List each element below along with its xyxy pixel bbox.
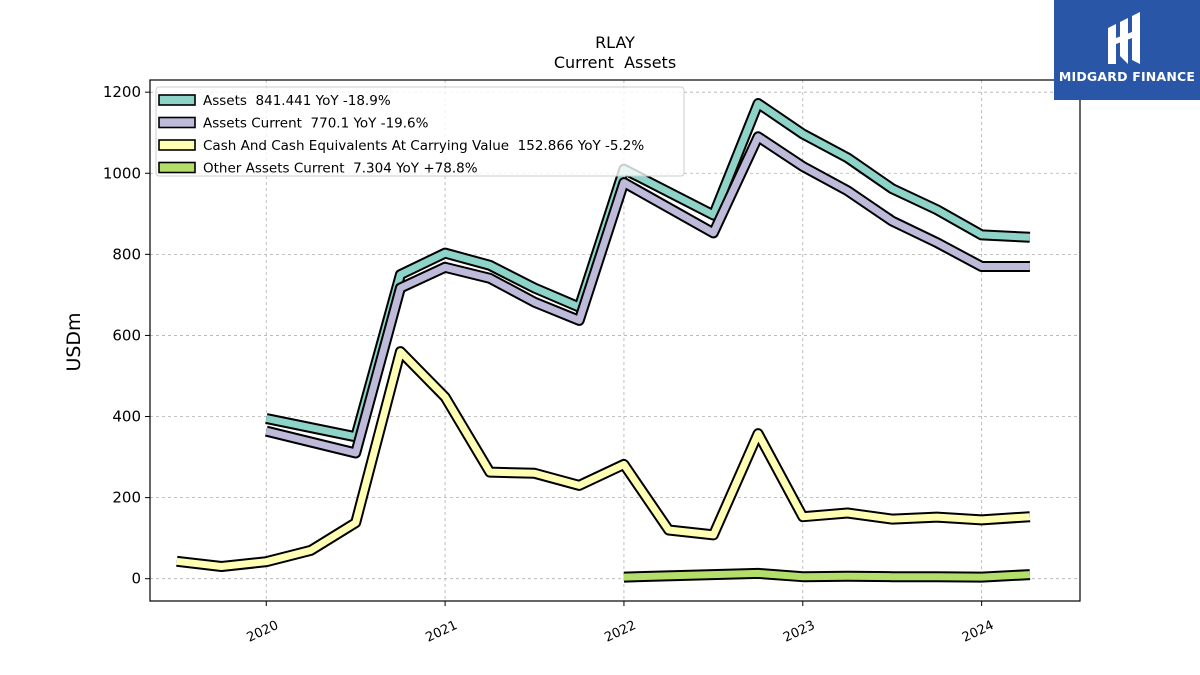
x-tick-label: 2020 [245, 618, 281, 646]
y-tick-label: 0 [131, 570, 141, 588]
y-tick-label: 1000 [103, 164, 141, 182]
chart-subtitle: Current Assets [554, 53, 676, 72]
legend-entry-label: Cash And Cash Equivalents At Carrying Va… [203, 138, 644, 154]
x-tick-label: 2022 [602, 618, 638, 646]
plot-frame [149, 79, 1081, 602]
series-line-outline [176, 346, 1031, 572]
y-tick-label: 400 [112, 408, 141, 426]
brand-name: MIDGARD FINANCE [1058, 69, 1196, 84]
series-2 [176, 346, 1031, 572]
y-tick-label: 200 [112, 489, 141, 507]
y-tick-label: 600 [112, 326, 141, 344]
x-tick-label: 2023 [781, 618, 817, 646]
x-tick-label: 2024 [960, 618, 996, 646]
legend: Assets 841.441 YoY -18.9% Assets Current … [155, 86, 685, 177]
legend-entry-label: Assets 841.441 YoY -18.9% [203, 93, 391, 109]
legend-box [155, 86, 685, 177]
legend-swatch [158, 161, 196, 174]
legend-swatch [158, 139, 196, 151]
legend-swatch [158, 94, 196, 106]
y-tick-label: 1200 [103, 83, 141, 101]
series-1 [264, 131, 1030, 459]
series-line [176, 348, 1031, 570]
legend-swatch [158, 116, 196, 129]
legend-entry-label: Assets Current 770.1 YoY -19.6% [203, 116, 429, 132]
series-line [265, 100, 1031, 441]
series-layer [176, 98, 1031, 583]
brand-logo-icon [1108, 12, 1140, 64]
series-line [265, 133, 1030, 457]
legend-entry-label: Other Assets Current 7.304 YoY +78.8% [203, 161, 478, 177]
series-line [623, 569, 1031, 581]
y-tick-label: 800 [112, 245, 141, 263]
axis-ticks: 0 200 400 600 800 1000 1200 2020 2021 2022 2023 202… [103, 83, 997, 645]
chart-title: RLAY [595, 33, 635, 52]
brand-logo: MIDGARD FINANCE [1054, 0, 1200, 100]
series-3 [623, 567, 1031, 583]
series-0 [265, 98, 1031, 443]
x-tick-label: 2021 [423, 618, 459, 646]
y-axis-label: USDm [63, 312, 85, 371]
